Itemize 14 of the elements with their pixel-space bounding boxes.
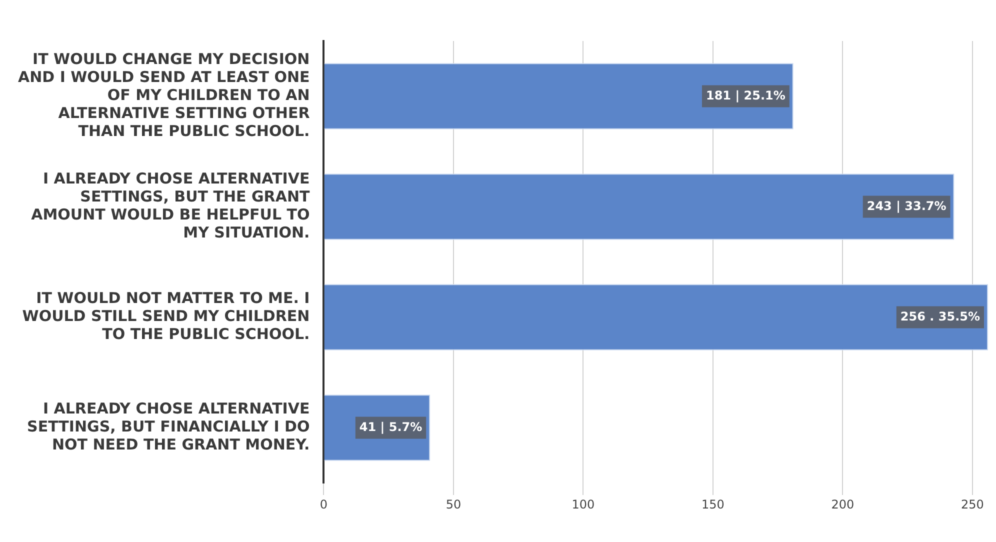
- x-tick-label: 150: [702, 497, 724, 512]
- x-tick-label: 0: [320, 497, 328, 512]
- data-label: 256 . 35.5%: [900, 309, 980, 324]
- x-tick-label: 100: [572, 497, 595, 512]
- data-label: 181 | 25.1%: [706, 88, 786, 102]
- y-tick-label: I ALREADY CHOSE ALTERNATIVE SETTINGS, BUT THE GRANT AMOUNT WOULD BE HELPFUL TO MY SITUATION.: [31, 170, 311, 242]
- y-tick-label: I ALREADY CHOSE ALTERNATIVE SETTINGS, BUT FINANCIALLY I DO NOT NEED THE GRANT MONEY.: [27, 400, 310, 454]
- data-label: 41 | 5.7%: [359, 420, 422, 434]
- x-tick-label: 50: [446, 497, 462, 512]
- y-tick-label: IT WOULD CHANGE MY DECISION AND I WOULD SEND AT LEAST ONE OF MY CHILDREN TO AN ALTERNATIVE SETTING OTHER THAN THE PUBLIC SCHOOL.: [18, 50, 310, 140]
- x-tick-label: 250: [960, 497, 984, 512]
- y-tick-label: IT WOULD NOT MATTER TO ME. I WOULD STILL SEND MY CHILDREN TO THE PUBLIC SCHOOL.: [22, 289, 310, 344]
- data-label: 243 | 33.7%: [866, 198, 946, 213]
- x-tick-label: 200: [831, 497, 854, 512]
